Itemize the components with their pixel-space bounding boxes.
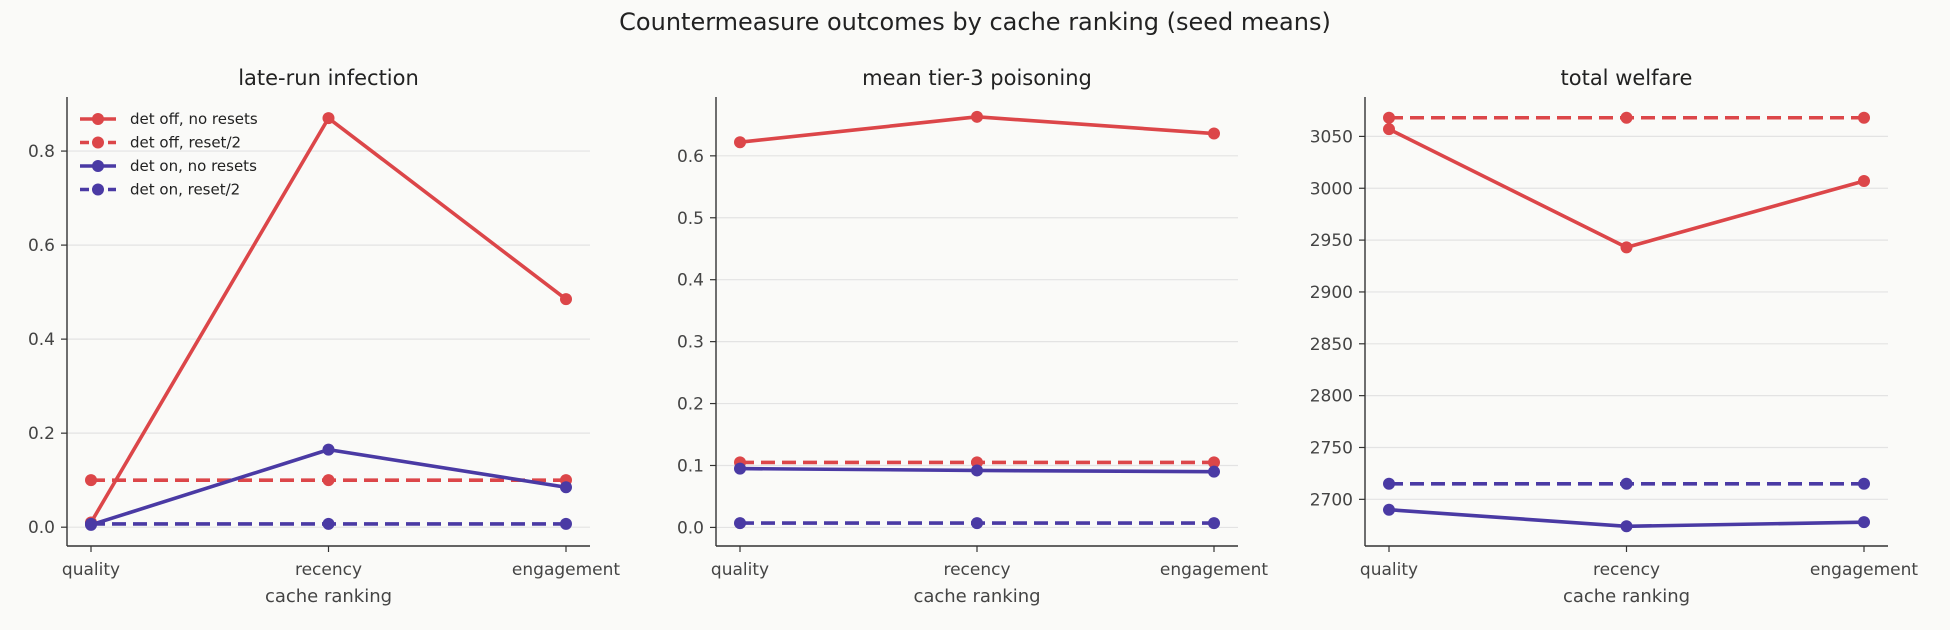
panel-title: total welfare — [1561, 66, 1693, 90]
legend-marker — [92, 183, 104, 196]
data-point — [734, 462, 746, 475]
y-tick-label: 0.6 — [28, 236, 55, 256]
series-line — [90, 447, 567, 527]
data-point — [971, 517, 983, 530]
y-tick-label: 0.2 — [677, 395, 704, 415]
y-tick-label: 0.0 — [28, 518, 55, 538]
x-axis-label: cache ranking — [913, 586, 1040, 607]
y-tick-label: 0.4 — [28, 330, 55, 350]
y-tick-label: 2750 — [1310, 438, 1353, 458]
data-point — [1620, 520, 1633, 533]
data-point — [322, 474, 335, 487]
data-point — [322, 112, 335, 125]
data-point — [1208, 456, 1220, 469]
data-point — [1620, 241, 1633, 254]
chart-panel-1: 0.0 0.2 0.4 0.6 0.8 quality recency engagement c… — [28, 66, 620, 607]
data-point — [1858, 174, 1870, 187]
data-point — [1858, 111, 1870, 124]
chart-panel-2: 0.0 0.1 0.2 0.3 0.4 0.5 0.6 quality recency engag… — [677, 66, 1268, 607]
data-point — [1383, 503, 1395, 516]
legend: det off, no resets det off, reset/2 det on… — [80, 110, 258, 199]
x-axis-label: cache ranking — [265, 586, 392, 607]
y-tick-label: 2700 — [1310, 490, 1353, 510]
data-point — [85, 517, 97, 530]
y-tick-label: 3000 — [1310, 179, 1353, 199]
x-tick-label: quality — [62, 560, 120, 580]
y-tick-label: 0.5 — [677, 209, 704, 229]
legend-label: det on, reset/2 — [130, 181, 240, 199]
data-point — [1208, 127, 1220, 140]
y-tick-label: 0.0 — [677, 518, 704, 538]
series-line — [89, 116, 568, 524]
panel-title: mean tier-3 poisoning — [862, 66, 1092, 90]
data-point — [85, 474, 97, 487]
y-tick-label: 2950 — [1310, 231, 1353, 251]
y-tick-label: 0.1 — [677, 456, 704, 476]
data-point — [1858, 477, 1870, 490]
y-tick-label: 0.8 — [28, 142, 55, 162]
data-point — [1383, 111, 1395, 124]
x-tick-label: quality — [1360, 560, 1418, 580]
data-point — [1383, 477, 1395, 490]
data-point — [1620, 477, 1633, 490]
legend-label: det off, no resets — [130, 110, 258, 128]
data-point — [1383, 123, 1395, 136]
legend-label: det on, no resets — [130, 157, 257, 175]
data-point — [560, 293, 572, 306]
data-point — [971, 464, 983, 477]
y-tick-label: 2900 — [1310, 283, 1353, 303]
y-tick-label: 0.4 — [677, 271, 704, 291]
x-tick-label: engagement — [1810, 560, 1918, 580]
data-point — [322, 517, 335, 530]
data-point — [560, 517, 572, 530]
x-tick-label: recency — [943, 560, 1010, 580]
y-tick-label: 0.6 — [677, 147, 704, 167]
legend-label: det off, reset/2 — [130, 134, 241, 152]
data-point — [1858, 516, 1870, 529]
y-tick-label: 2800 — [1310, 387, 1353, 407]
legend-marker — [92, 160, 104, 172]
y-tick-label: 0.3 — [677, 333, 704, 353]
data-point — [1208, 465, 1220, 478]
x-tick-label: quality — [711, 560, 769, 580]
data-point — [734, 136, 746, 149]
x-tick-label: engagement — [512, 560, 620, 580]
y-tick-label: 2850 — [1310, 335, 1353, 355]
data-point — [560, 481, 572, 494]
data-point — [322, 443, 335, 456]
chart-panel-3: 2700 2750 2800 2850 2900 2950 3000 3050 quality r… — [1310, 66, 1919, 607]
data-point — [1208, 517, 1220, 530]
panel-title: late-run infection — [238, 66, 419, 90]
y-tick-label: 3050 — [1310, 127, 1353, 147]
data-point — [1620, 111, 1633, 124]
legend-marker — [92, 136, 104, 149]
y-tick-label: 0.2 — [28, 424, 55, 444]
data-point — [734, 517, 746, 530]
x-tick-label: engagement — [1160, 560, 1268, 580]
x-axis-label: cache ranking — [1563, 586, 1690, 607]
data-point — [971, 110, 983, 123]
legend-marker — [92, 113, 104, 125]
x-tick-label: recency — [1593, 560, 1660, 580]
x-tick-label: recency — [295, 560, 362, 580]
figure-title: Countermeasure outcomes by cache ranking… — [619, 8, 1331, 36]
